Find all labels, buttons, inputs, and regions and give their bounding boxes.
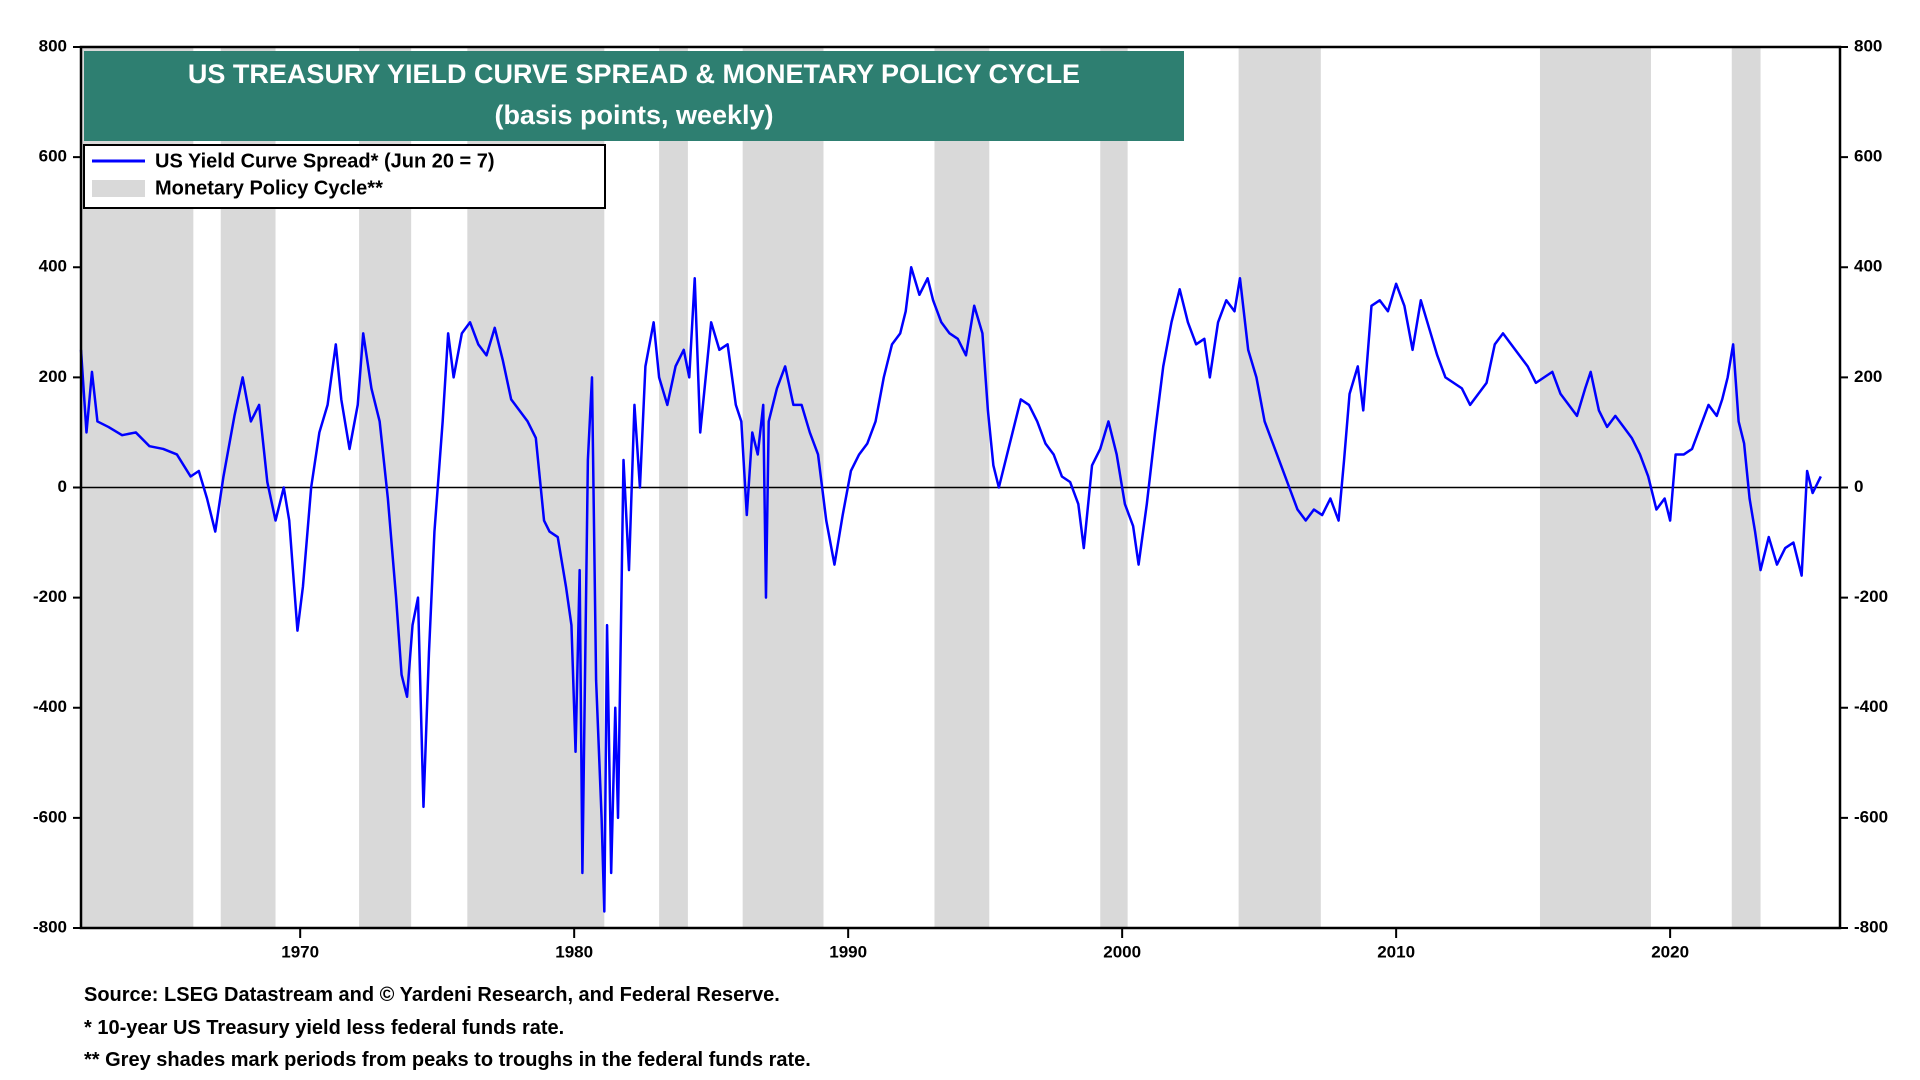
x-tick-label: 2000 (1103, 942, 1141, 961)
footnote: Source: LSEG Datastream and © Yardeni Re… (84, 984, 780, 1006)
chart-title: US TREASURY YIELD CURVE SPREAD & MONETAR… (188, 59, 1080, 89)
footnote: * 10-year US Treasury yield less federal… (84, 1017, 564, 1039)
x-tick-label: 2010 (1377, 942, 1415, 961)
y-tick-label: 200 (39, 367, 67, 386)
chart-subtitle: (basis points, weekly) (494, 100, 773, 130)
y2-tick-label: -200 (1854, 587, 1888, 606)
y-tick-label: 600 (39, 147, 67, 166)
legend-label: US Yield Curve Spread* (Jun 20 = 7) (155, 150, 495, 172)
x-tick-label: 1970 (281, 942, 319, 961)
y-tick-label: -600 (33, 807, 67, 826)
y-tick-label: 800 (39, 36, 67, 55)
y-tick-label: -200 (33, 587, 67, 606)
footnote: ** Grey shades mark periods from peaks t… (84, 1049, 811, 1071)
x-tick-label: 1990 (829, 942, 867, 961)
plot-frame (79, 45, 1842, 930)
y2-tick-label: 400 (1854, 257, 1882, 276)
y2-tick-label: 800 (1854, 36, 1882, 55)
y2-tick-label: 0 (1854, 477, 1863, 496)
title-box (84, 51, 1184, 141)
y-tick-label: 400 (39, 257, 67, 276)
spread-line (79, 266, 1822, 913)
legend-band-swatch (92, 180, 145, 197)
y2-tick-label: -400 (1854, 697, 1888, 716)
line-layer (79, 266, 1840, 913)
y-tick-label: -800 (33, 917, 67, 936)
legend-box (83, 144, 606, 209)
y2-tick-label: 600 (1854, 147, 1882, 166)
y2-tick-label: -800 (1854, 917, 1888, 936)
x-tick-label: 2020 (1651, 942, 1689, 961)
y2-tick-label: -600 (1854, 807, 1888, 826)
y2-tick-label: 200 (1854, 367, 1882, 386)
legend-label: Monetary Policy Cycle** (155, 177, 383, 199)
x-tick-label: 1980 (555, 942, 593, 961)
y-tick-label: -400 (33, 697, 67, 716)
y-tick-label: 0 (58, 477, 67, 496)
